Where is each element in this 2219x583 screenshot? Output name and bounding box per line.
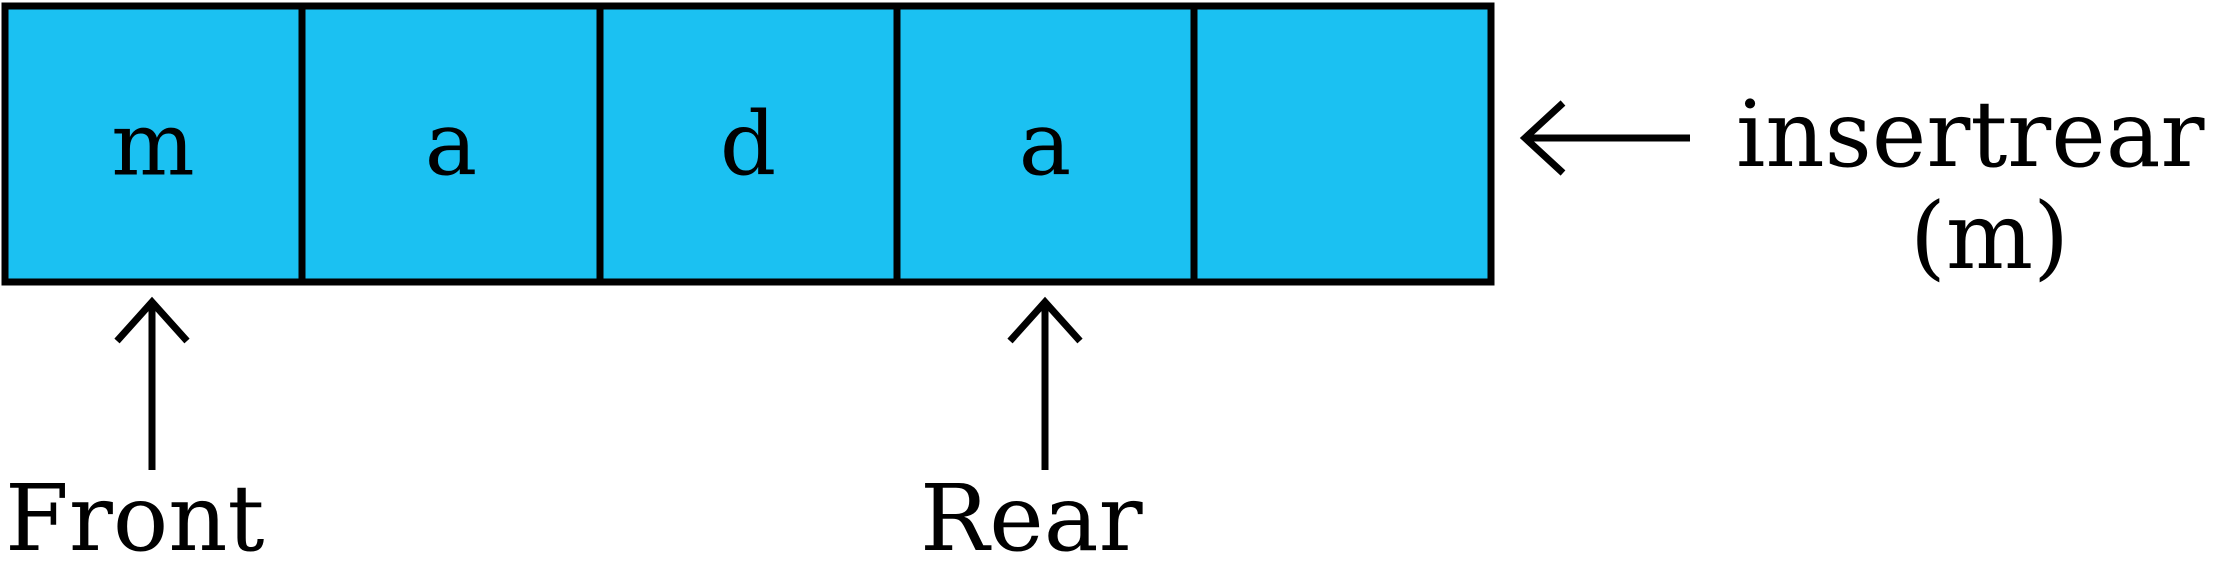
queue-cell-value: a [1019,93,1071,196]
rear-arrow-icon [1007,296,1083,470]
operation-label-line2: (m) [1910,183,2069,290]
queue-cell-value: a [425,93,477,196]
queue-cell [1190,2,1495,286]
queue-cell [298,2,604,286]
front-arrow-icon [114,296,190,470]
front-label: Front [5,465,264,572]
operation-label-line1: insertrear [1736,81,2205,188]
queue-cell [1,2,306,286]
rear-label: Rear [920,465,1143,572]
queue-cell-value: d [720,93,776,196]
queue-array: m a d a [1,2,1495,286]
queue-cell-value: m [111,93,194,196]
queue-cell [596,2,901,286]
insert-arrow-icon [1519,100,1690,176]
